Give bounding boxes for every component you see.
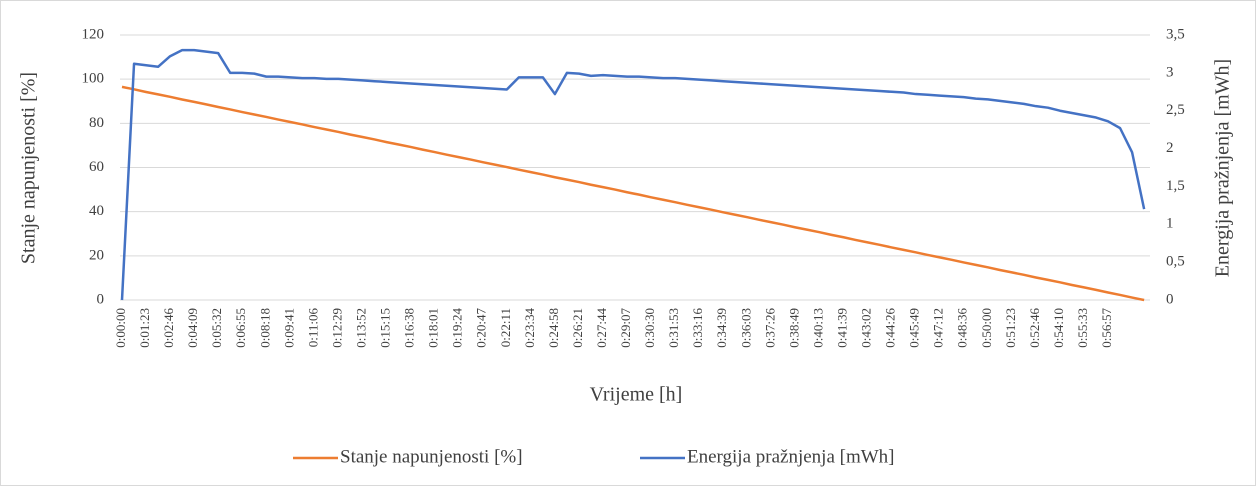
y-tick-label: 0 (97, 291, 105, 307)
x-tick-label: 0:23:34 (522, 308, 537, 348)
x-tick-label: 0:27:44 (594, 308, 609, 348)
y2-tick-label: 1,5 (1166, 178, 1185, 194)
x-tick-label: 0:43:02 (859, 308, 874, 348)
x-tick-label: 0:47:12 (931, 308, 946, 348)
x-tick-label: 0:09:41 (281, 308, 296, 348)
legend-label: Stanje napunjenosti [%] (340, 446, 523, 467)
x-tick-label: 0:50:00 (979, 308, 994, 348)
y2-tick-label: 3,5 (1166, 26, 1185, 42)
x-tick-label: 0:01:23 (137, 308, 152, 348)
x-tick-label: 0:13:52 (353, 308, 368, 348)
line-series (120, 48, 1146, 301)
x-tick-label: 0:26:21 (570, 308, 585, 348)
y2-tick-label: 2,5 (1166, 102, 1185, 118)
x-tick-label: 0:41:39 (834, 308, 849, 348)
x-tick-label: 0:52:46 (1027, 308, 1042, 348)
x-tick-label: 0:31:53 (666, 308, 681, 348)
x-tick-label: 0:34:39 (714, 308, 729, 348)
y2-tick-label: 0 (1166, 291, 1174, 307)
x-tick-label: 0:16:38 (402, 308, 417, 348)
x-tick-label: 0:45:49 (907, 308, 922, 348)
x-tick-label: 0:04:09 (185, 308, 200, 348)
x-tick-label: 0:06:55 (233, 308, 248, 348)
y-tick-label: 120 (82, 26, 105, 42)
y2-tick-label: 3 (1166, 64, 1174, 80)
x-tick-label: 0:36:03 (738, 308, 753, 348)
x-tick-label: 0:38:49 (786, 308, 801, 348)
x-tick-label: 0:15:15 (378, 308, 393, 348)
x-tick-label: 0:11:06 (305, 308, 320, 348)
x-tick-label: 0:37:26 (762, 308, 777, 348)
y2-tick-label: 0,5 (1166, 254, 1185, 270)
x-axis-title: Vrijeme [h] (590, 384, 683, 406)
x-tick-label: 0:20:47 (474, 308, 489, 348)
x-tick-label: 0:05:32 (209, 308, 224, 348)
x-tick-label: 0:00:00 (113, 308, 128, 348)
x-tick-label: 0:40:13 (810, 308, 825, 348)
y2-tick-label: 2 (1166, 140, 1174, 156)
y-tick-label: 60 (89, 159, 104, 175)
x-tick-label: 0:29:07 (618, 308, 633, 348)
x-tick-label: 0:18:01 (426, 308, 441, 348)
x-tick-label: 0:24:58 (546, 308, 561, 348)
y-axis-title: Stanje napunjenosti [%] (18, 72, 40, 264)
x-tick-label: 0:48:36 (955, 308, 970, 348)
y-tick-label: 20 (89, 247, 104, 263)
x-tick-label: 0:22:11 (498, 308, 513, 347)
x-tick-label: 0:55:33 (1075, 308, 1090, 348)
x-tick-label: 0:12:29 (329, 308, 344, 348)
line-series (121, 85, 1145, 302)
y2-tick-label: 1 (1166, 216, 1174, 232)
y-tick-label: 40 (89, 203, 104, 219)
y2-axis-title: Energija pražnjenja [mWh] (1212, 59, 1234, 277)
x-tick-label: 0:33:16 (690, 308, 705, 348)
x-tick-label: 0:19:24 (450, 308, 465, 348)
x-tick-label: 0:56:57 (1099, 308, 1114, 348)
x-tick-label: 0:30:30 (642, 308, 657, 348)
x-tick-label: 0:51:23 (1003, 308, 1018, 348)
x-tick-label: 0:02:46 (161, 308, 176, 348)
y-tick-label: 80 (89, 115, 104, 131)
y-tick-label: 100 (82, 71, 105, 87)
x-tick-label: 0:54:10 (1051, 308, 1066, 348)
x-tick-label: 0:44:26 (883, 308, 898, 348)
legend-label: Energija pražnjenja [mWh] (687, 446, 895, 467)
x-tick-label: 0:08:18 (257, 308, 272, 348)
